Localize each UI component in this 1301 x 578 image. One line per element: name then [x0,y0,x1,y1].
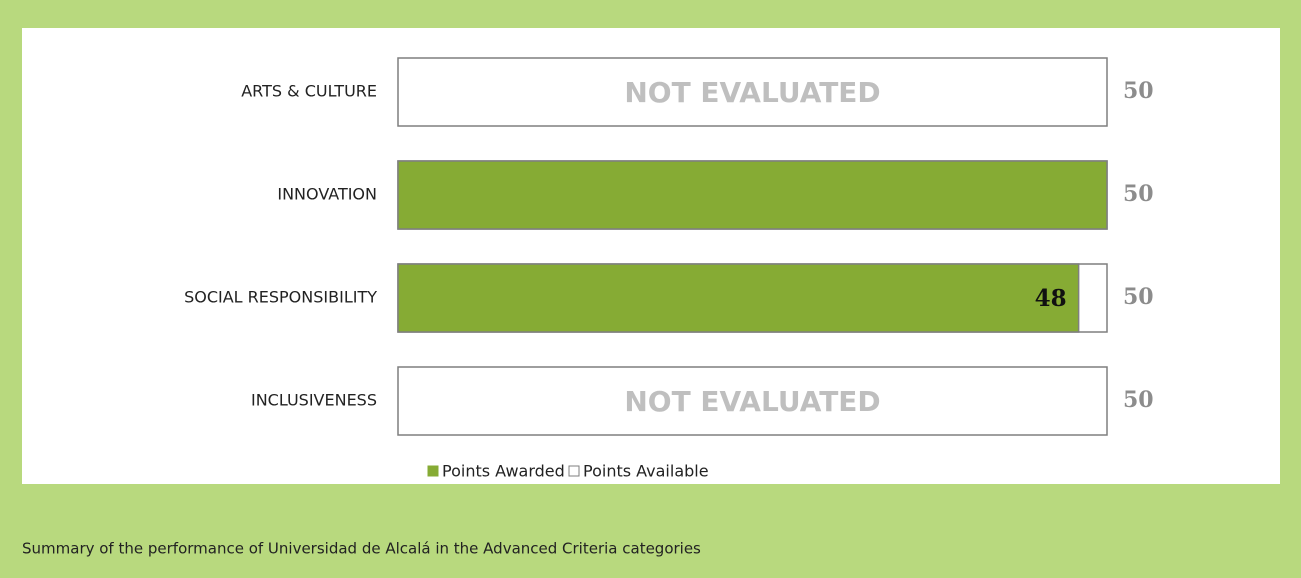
category-label: ARTS & CULTURE [241,82,377,101]
legend-swatch [427,465,439,477]
legend-swatch [568,465,580,477]
available-label: 50 [1123,78,1154,104]
category-label: SOCIAL RESPONSIBILITY [184,288,377,307]
awarded-label: 48 [1035,285,1067,312]
available-label: 50 [1123,387,1154,413]
available-label: 50 [1123,181,1154,207]
status-label: NOT EVALUATED [624,76,880,109]
legend-label: Points Awarded [442,462,565,481]
legend-label: Points Available [583,462,709,481]
category-label: INCLUSIVENESS [251,391,377,410]
available-bar [397,57,1108,127]
status-label: NOT EVALUATED [624,385,880,418]
category-label: INNOVATION [277,185,377,204]
caption: Summary of the performance of Universida… [22,540,701,558]
available-bar [397,366,1108,436]
awarded-bar [397,263,1080,333]
available-label: 50 [1123,284,1154,310]
awarded-bar [397,160,1108,230]
